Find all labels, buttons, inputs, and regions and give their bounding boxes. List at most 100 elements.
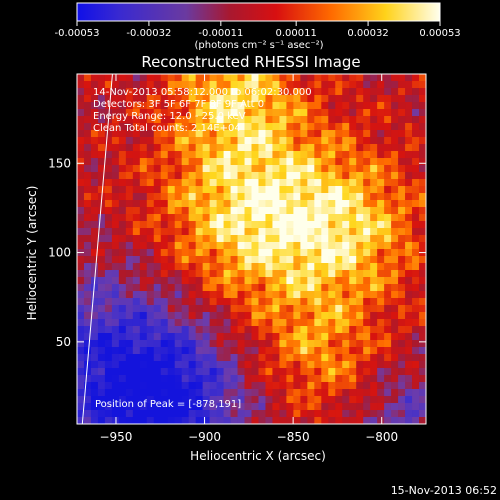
heatmap-cell [419,116,426,124]
heatmap-cell [230,242,238,250]
heatmap-cell [419,347,426,355]
heatmap-cell [111,403,120,411]
heatmap-cell [328,347,336,355]
heatmap-cell [118,221,127,229]
heatmap-cell [244,95,252,103]
heatmap-cell [237,368,245,376]
heatmap-cell [195,284,204,292]
heatmap-cell [209,193,217,201]
heatmap-cell [307,249,315,257]
heatmap-cell [188,354,197,362]
heatmap-cell [237,186,245,194]
heatmap-cell [237,109,245,117]
heatmap-cell [321,410,329,418]
heatmap-cell [258,417,266,424]
heatmap-cell [244,256,252,264]
heatmap-cell [272,263,280,271]
heatmap-cell [293,74,301,82]
heatmap-cell [202,144,211,152]
heatmap-cell [77,368,85,376]
heatmap-cell [405,207,413,215]
heatmap-cell [209,270,217,278]
heatmap-cell [279,347,287,355]
heatmap-cell [118,102,127,110]
heatmap-cell [384,277,392,285]
heatmap-cell [146,228,155,236]
heatmap-cell [349,249,357,257]
heatmap-cell [391,228,399,236]
heatmap-cell [356,284,364,292]
heatmap-cell [153,214,162,222]
heatmap-cell [279,214,287,222]
heatmap-cell [412,81,420,89]
heatmap-cell [153,228,162,236]
heatmap-cell [412,333,420,341]
heatmap-cell [377,235,385,243]
heatmap-cell [77,221,85,229]
heatmap-cell [293,263,301,271]
heatmap-cell [300,284,308,292]
heatmap-cell [139,284,148,292]
heatmap-cell [160,410,169,418]
heatmap-cell [307,270,315,278]
heatmap-cell [174,130,183,138]
heatmap-cell [118,354,127,362]
heatmap-cell [335,375,343,383]
heatmap-cell [83,277,92,285]
heatmap-cell [223,137,231,145]
heatmap-cell [83,375,92,383]
heatmap-cell [265,375,273,383]
heatmap-cell [181,151,190,159]
heatmap-cell [335,200,343,208]
heatmap-cell [419,382,426,390]
heatmap-cell [223,305,231,313]
heatmap-cell [90,326,99,334]
heatmap-cell [321,88,329,96]
heatmap-cell [279,130,287,138]
heatmap-cell [363,81,371,89]
heatmap-cell [405,186,413,194]
heatmap-cell [111,382,120,390]
heatmap-cell [195,375,204,383]
heatmap-cell [202,249,211,257]
heatmap-cell [300,214,308,222]
heatmap-cell [195,228,204,236]
heatmap-cell [398,123,406,131]
heatmap-cell [167,249,176,257]
heatmap-cell [356,207,364,215]
heatmap-cell [90,109,99,117]
heatmap-cell [125,81,134,89]
heatmap-cell [328,417,336,424]
heatmap-cell [272,291,280,299]
heatmap-cell [90,396,99,404]
heatmap-cell [405,382,413,390]
heatmap-cell [223,151,231,159]
heatmap-cell [202,193,211,201]
heatmap-cell [209,151,217,159]
heatmap-cell [139,410,148,418]
heatmap-cell [223,95,231,103]
heatmap-cell [111,298,120,306]
heatmap-cell [104,74,113,82]
heatmap-cell [251,172,259,180]
heatmap-cell [293,158,301,166]
heatmap-cell [321,116,329,124]
heatmap-cell [230,417,238,424]
heatmap-cell [132,270,141,278]
heatmap-cell [370,179,378,187]
heatmap-cell [118,137,127,145]
heatmap-cell [160,81,169,89]
heatmap-cell [202,158,211,166]
heatmap-cell [398,95,406,103]
heatmap-cell [146,368,155,376]
heatmap-cell [125,354,134,362]
heatmap-cell [188,179,197,187]
heatmap-cell [398,193,406,201]
heatmap-cell [90,347,99,355]
heatmap-cell [77,277,85,285]
heatmap-cell [132,368,141,376]
heatmap-cell [139,382,148,390]
heatmap-cell [279,165,287,173]
heatmap-cell [160,74,169,82]
heatmap-cell [209,200,217,208]
